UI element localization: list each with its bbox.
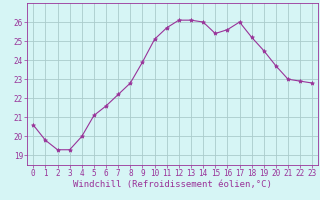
X-axis label: Windchill (Refroidissement éolien,°C): Windchill (Refroidissement éolien,°C)	[73, 180, 272, 189]
